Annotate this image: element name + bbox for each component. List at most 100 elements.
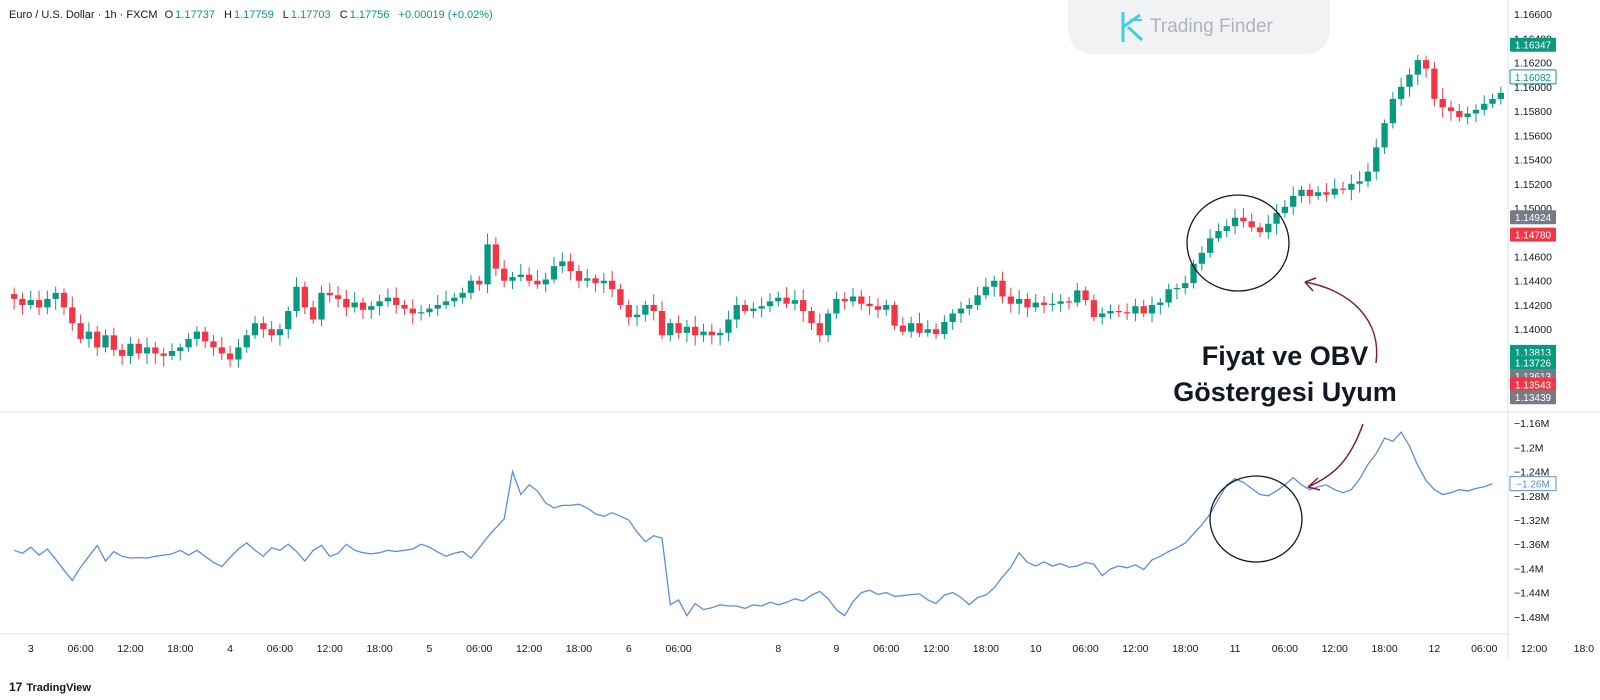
candle-body — [883, 304, 890, 310]
candle-body — [916, 323, 923, 333]
candle-body — [1206, 238, 1214, 253]
candle-body — [941, 321, 948, 335]
candle-body — [1040, 302, 1048, 305]
candle-body — [800, 300, 807, 312]
time-tick-label: 06:00 — [466, 643, 492, 655]
candle-body — [758, 306, 765, 309]
candle-body — [675, 323, 682, 333]
time-tick-label: 8 — [775, 643, 781, 655]
candle-body — [1099, 313, 1106, 318]
candle-body — [1456, 111, 1463, 118]
candle-body — [1057, 301, 1064, 304]
high-value: 1.17759 — [233, 9, 274, 21]
time-tick-label: 6 — [626, 643, 632, 655]
candle-body — [35, 300, 43, 308]
candle-body — [1231, 217, 1239, 227]
change-value: +0.00019 (+0.02%) — [398, 9, 493, 21]
candle-body — [376, 301, 383, 307]
candle-body — [1007, 296, 1014, 304]
candle-body — [1281, 206, 1289, 213]
candle-body — [467, 280, 475, 293]
candle-body — [276, 329, 284, 336]
candle-body — [102, 335, 109, 348]
tradingview-brand: TradingView — [26, 682, 91, 694]
price-tick-label: 1.14000 — [1514, 324, 1552, 336]
time-tick-label: 9 — [833, 643, 839, 655]
price-badge-label: 1.14924 — [1515, 213, 1552, 224]
candle-body — [775, 297, 782, 302]
candle-body — [525, 274, 533, 281]
price-badge-label: 1.13439 — [1515, 393, 1552, 404]
time-tick-label: 06:00 — [873, 643, 899, 655]
price-badge — [1510, 377, 1556, 392]
candle-body — [1049, 303, 1056, 305]
candle-body — [326, 292, 333, 296]
time-tick-label: 18:00 — [167, 643, 193, 655]
candle-body — [783, 297, 790, 304]
candle-body — [1298, 189, 1305, 196]
time-axis[interactable]: 3 06:00 12:00 18:00 4 06:00 12:00 18:00 5 06:00 12… — [0, 633, 1594, 655]
candle-body — [260, 323, 267, 330]
candle-body — [1439, 98, 1446, 108]
candle-body — [824, 313, 832, 336]
candle-body — [1464, 113, 1471, 118]
candle-body — [226, 353, 234, 360]
price-badge-label: 1.16082 — [1515, 73, 1552, 84]
time-tick-label: 18:00 — [973, 643, 999, 655]
candle-body — [1389, 98, 1397, 124]
candle-body — [841, 298, 848, 302]
candle-body — [442, 301, 450, 305]
time-tick-label: 12:00 — [1322, 643, 1348, 655]
candle-body — [1198, 252, 1206, 264]
candle-body — [907, 323, 915, 332]
tradingview-logo-icon: 17 — [9, 680, 23, 694]
time-tick-label: 06:00 — [1471, 643, 1497, 655]
candle-body — [301, 286, 309, 308]
trading-finder-logo-icon — [1121, 12, 1144, 42]
candle-body — [193, 331, 201, 339]
candle-body — [1123, 312, 1131, 314]
price-badge — [1510, 344, 1556, 359]
candle-body — [849, 296, 857, 302]
candle-body — [575, 271, 583, 281]
annotation-overlays — [1186, 194, 1378, 563]
obv-tick-label: −1.4M — [1514, 563, 1543, 575]
candle-body — [1132, 306, 1139, 314]
price-axis[interactable]: 1.166001.164001.162001.160001.158001.156… — [1507, 0, 1557, 660]
candle-body — [69, 307, 76, 324]
tradingview-footer[interactable]: 17 TradingView — [9, 680, 91, 694]
candle-body — [1024, 298, 1031, 308]
candle-body — [135, 343, 142, 354]
open-value: 1.17737 — [175, 9, 215, 21]
candle-body — [816, 323, 823, 336]
time-tick-label: 10 — [1030, 643, 1042, 655]
candle-body — [791, 300, 799, 304]
candle-body — [1090, 300, 1098, 318]
candle-body — [1331, 188, 1338, 195]
low-value: 1.17703 — [290, 9, 331, 21]
price-tick-label: 1.15200 — [1514, 179, 1552, 191]
candle-body — [60, 292, 68, 308]
candle-body — [650, 304, 657, 312]
candle-body — [924, 329, 931, 333]
candle-body — [966, 304, 973, 309]
candle-body — [268, 329, 275, 336]
candle-body — [235, 347, 242, 360]
candle-body — [10, 294, 18, 299]
candle-body — [974, 295, 981, 305]
price-tick-label: 1.15600 — [1514, 130, 1552, 142]
candle-body — [27, 300, 34, 305]
price-tick-label: 1.16200 — [1514, 58, 1552, 70]
price-arrowhead — [1304, 277, 1317, 292]
candle-body — [1190, 263, 1197, 284]
candle-body — [218, 347, 225, 354]
price-badge-label: 1.13813 — [1515, 348, 1552, 359]
obv-layer — [13, 431, 1493, 617]
candle-body — [1481, 103, 1488, 110]
obv-tick-label: −1.44M — [1514, 588, 1549, 600]
candle-body — [509, 277, 516, 281]
close-value: 1.17756 — [349, 9, 390, 21]
obv-arrowhead — [1307, 477, 1321, 491]
candles-layer — [10, 54, 1505, 368]
